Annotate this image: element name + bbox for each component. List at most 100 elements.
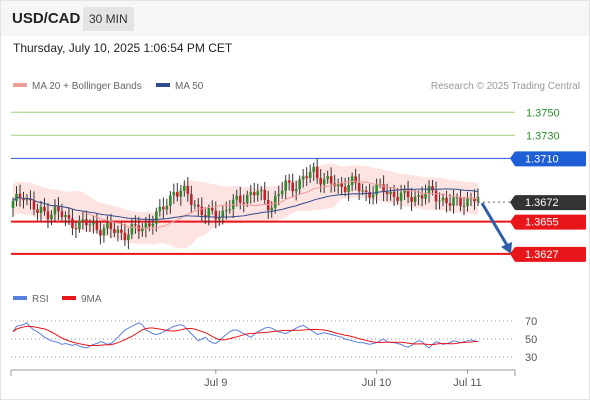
candle-body xyxy=(385,192,389,195)
candle-body xyxy=(207,208,211,217)
candle-body xyxy=(46,211,50,220)
candle-body xyxy=(420,195,424,199)
candle xyxy=(43,197,46,216)
candle-body xyxy=(151,223,155,227)
legend-rsi-ma-label: 9MA xyxy=(81,294,102,305)
candle xyxy=(294,180,298,201)
candle xyxy=(298,175,301,195)
candle xyxy=(375,178,378,204)
ma50-legend-icon xyxy=(156,83,170,87)
candle-body xyxy=(329,176,333,184)
rsi-legend-icon xyxy=(13,296,27,300)
candle xyxy=(399,184,403,210)
candle-body xyxy=(203,215,207,217)
target-level-label: 1.3730 xyxy=(526,130,560,142)
candle-body xyxy=(256,191,260,196)
candle xyxy=(284,175,288,199)
candle xyxy=(396,187,399,205)
candle xyxy=(127,228,130,250)
candle xyxy=(217,210,221,226)
candle xyxy=(420,186,424,207)
candle-body xyxy=(291,182,294,192)
support-tag-pointer xyxy=(510,246,515,262)
candle-body xyxy=(305,176,308,178)
x-tick-label: Jul 10 xyxy=(362,377,391,389)
candle xyxy=(343,177,347,197)
candle xyxy=(287,174,291,191)
candle xyxy=(280,181,284,200)
candle-body xyxy=(238,195,242,203)
candle xyxy=(74,221,78,239)
candle-body xyxy=(25,198,29,201)
rsi-tick-label: 50 xyxy=(525,334,537,346)
candle xyxy=(50,210,53,226)
candle-body xyxy=(50,214,53,220)
candle-body xyxy=(445,197,448,204)
candle xyxy=(434,181,438,210)
forecast-arrow xyxy=(480,202,512,254)
candle-body xyxy=(287,180,291,183)
candle-body xyxy=(172,191,176,196)
candle xyxy=(71,209,74,236)
candle xyxy=(403,185,406,200)
target-level-label: 1.3750 xyxy=(526,107,560,119)
candle xyxy=(221,205,225,225)
candle-body xyxy=(364,190,368,193)
candle xyxy=(88,219,92,233)
x-tick-label: Jul 9 xyxy=(204,377,227,389)
candle xyxy=(203,207,207,224)
candle-body xyxy=(78,220,81,230)
candle-body xyxy=(396,196,399,201)
candle xyxy=(445,190,448,213)
candle-body xyxy=(413,196,417,202)
candle-body xyxy=(214,210,218,220)
timeframe-badge[interactable]: 30 MIN xyxy=(83,7,134,31)
candle xyxy=(308,164,312,184)
candle xyxy=(183,180,186,197)
candle xyxy=(151,215,155,235)
candle xyxy=(329,167,333,193)
candle-body xyxy=(92,222,95,225)
candle-body xyxy=(120,229,123,233)
candle xyxy=(141,223,144,237)
candle-body xyxy=(284,180,288,191)
candle-body xyxy=(340,183,343,187)
candle-body xyxy=(273,196,277,208)
candle-body xyxy=(476,196,480,202)
candle-body xyxy=(81,219,85,221)
candle xyxy=(32,191,36,216)
candle-body xyxy=(197,204,200,207)
candle xyxy=(340,176,343,196)
candle-body xyxy=(382,184,385,193)
candle xyxy=(242,194,246,213)
forecast-arrow-head xyxy=(501,241,512,254)
candle xyxy=(67,207,71,226)
candle-body xyxy=(193,204,197,206)
bollinger-bands xyxy=(13,163,478,249)
candle-body xyxy=(249,192,253,195)
candle-body xyxy=(459,197,462,207)
candle xyxy=(438,192,441,210)
rsi-panel: RSI 9MA 70 50 30 xyxy=(11,294,537,364)
resistance-level-tag xyxy=(515,151,586,167)
price-legend: MA 20 + Bollinger Bands MA 50 Research ©… xyxy=(13,81,580,92)
rsi-lines xyxy=(12,322,479,349)
timestamp-label: Thursday, July 10, 2025 1:06:54 PM CET xyxy=(13,41,233,55)
candle-body xyxy=(183,185,186,191)
candle-body xyxy=(186,185,190,195)
candle xyxy=(301,169,305,188)
candle xyxy=(228,200,232,214)
candle xyxy=(144,216,148,238)
candle-body xyxy=(322,179,326,185)
candle xyxy=(25,194,29,206)
candle xyxy=(176,182,179,202)
support-level-tag xyxy=(515,246,586,262)
candle-body xyxy=(473,197,476,202)
candle xyxy=(22,191,25,209)
price-levels xyxy=(11,111,515,255)
candle-body xyxy=(102,228,106,236)
rsi-tick-label: 70 xyxy=(525,316,537,328)
candle-body xyxy=(141,228,144,232)
candle xyxy=(162,197,165,219)
candle xyxy=(46,202,50,229)
